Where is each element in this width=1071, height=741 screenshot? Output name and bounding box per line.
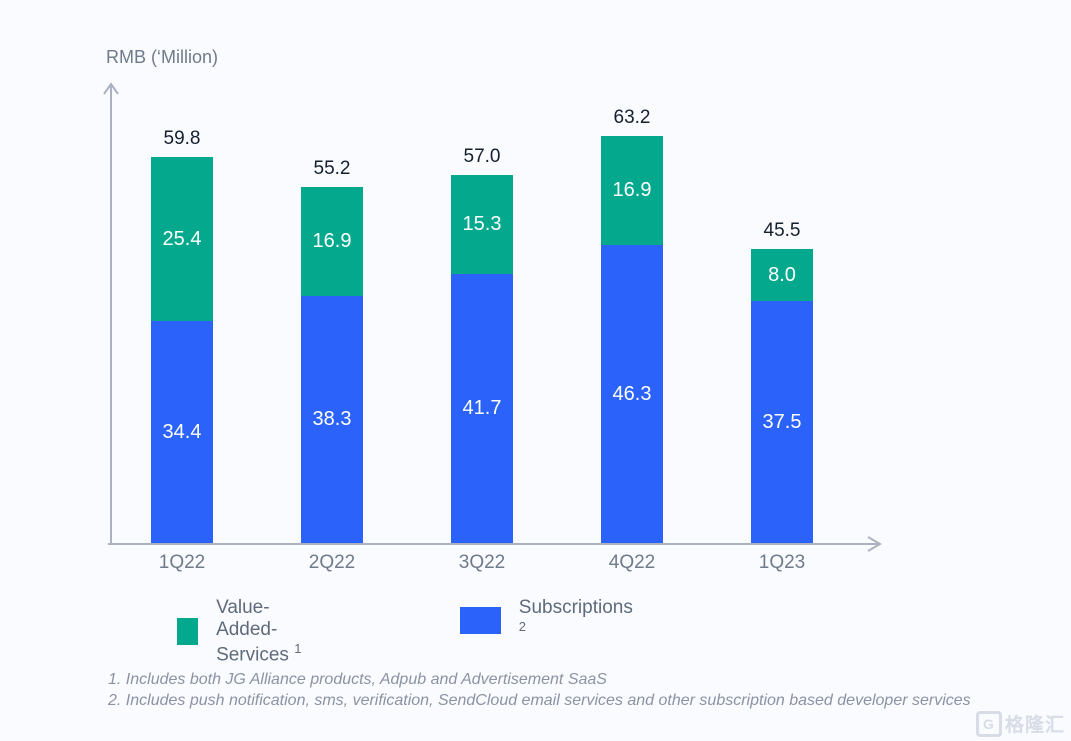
bar-1q23: 8.0 37.5 <box>751 249 813 543</box>
segment-value-label: 41.7 <box>462 397 502 419</box>
bar-segment-subscriptions: 38.3 <box>301 296 363 543</box>
legend-item-subscriptions: Subscriptions 2 <box>460 597 636 644</box>
x-tick-label-3q22: 3Q22 <box>458 552 506 573</box>
segment-value-label: 25.4 <box>162 227 202 250</box>
segment-value-label: 16.9 <box>612 179 652 201</box>
bar-total-label: 55.2 <box>313 158 351 179</box>
segment-value-label: 15.3 <box>462 213 502 235</box>
segment-value-label: 38.3 <box>312 408 352 430</box>
legend-superscript-1: 1 <box>294 641 302 656</box>
bar-total-label: 45.5 <box>763 220 801 241</box>
footnotes: 1. Includes both JG Alliance products, A… <box>108 669 971 711</box>
bar-segment-subscriptions: 34.4 <box>151 321 213 543</box>
bar-1q22: 25.4 34.4 <box>151 157 213 543</box>
segment-value-label: 34.4 <box>162 420 202 443</box>
legend-item-value-added-services: Value-Added-Services 1 <box>177 597 312 666</box>
gelonghui-logo-icon: G <box>975 710 1002 737</box>
bar-segment-value-added-services: 16.9 <box>301 187 363 296</box>
segment-value-label: 16.9 <box>312 230 352 252</box>
segment-value-label: 46.3 <box>612 382 652 405</box>
x-axis-arrow-icon <box>867 536 882 552</box>
x-tick-label-1q23: 1Q23 <box>758 552 806 573</box>
bar-segment-value-added-services: 16.9 <box>601 136 663 245</box>
footnote-2: 2. Includes push notification, sms, veri… <box>108 692 971 709</box>
x-tick-label-2q22: 2Q22 <box>308 552 356 573</box>
bar-2q22: 16.9 38.3 <box>301 187 363 543</box>
x-tick-label-4q22: 4Q22 <box>608 552 656 573</box>
bar-4q22: 16.9 46.3 <box>601 136 663 543</box>
bar-segment-subscriptions: 37.5 <box>751 301 813 543</box>
bar-segment-subscriptions: 41.7 <box>451 274 513 543</box>
bar-segment-value-added-services: 25.4 <box>151 157 213 321</box>
segment-value-label: 37.5 <box>762 410 802 433</box>
watermark: G 格隆汇 <box>975 710 1065 737</box>
bar-total-label: 59.8 <box>163 128 201 149</box>
y-axis-label: RMB (‘Million) <box>106 47 218 67</box>
bar-total-label: 63.2 <box>613 107 651 128</box>
segment-value-label: 8.0 <box>768 263 796 286</box>
legend-label-subscriptions: Subscriptions <box>518 597 633 618</box>
y-axis-arrow-icon <box>103 82 119 95</box>
bar-3q22: 15.3 41.7 <box>451 175 513 543</box>
legend-superscript-2: 2 <box>518 619 526 634</box>
bar-segment-value-added-services: 8.0 <box>751 249 813 301</box>
footnote-1: 1. Includes both JG Alliance products, A… <box>108 671 607 688</box>
bar-segment-subscriptions: 46.3 <box>601 245 663 543</box>
bar-total-label: 57.0 <box>463 146 501 167</box>
x-tick-label-1q22: 1Q22 <box>158 552 206 573</box>
legend-label-value-added-services: Value-Added-Services <box>216 597 289 666</box>
watermark-text: 格隆汇 <box>1004 715 1065 736</box>
bar-segment-value-added-services: 15.3 <box>451 175 513 274</box>
legend-swatch-value-added-services-icon <box>177 618 199 646</box>
legend-swatch-subscriptions-icon <box>460 607 501 635</box>
